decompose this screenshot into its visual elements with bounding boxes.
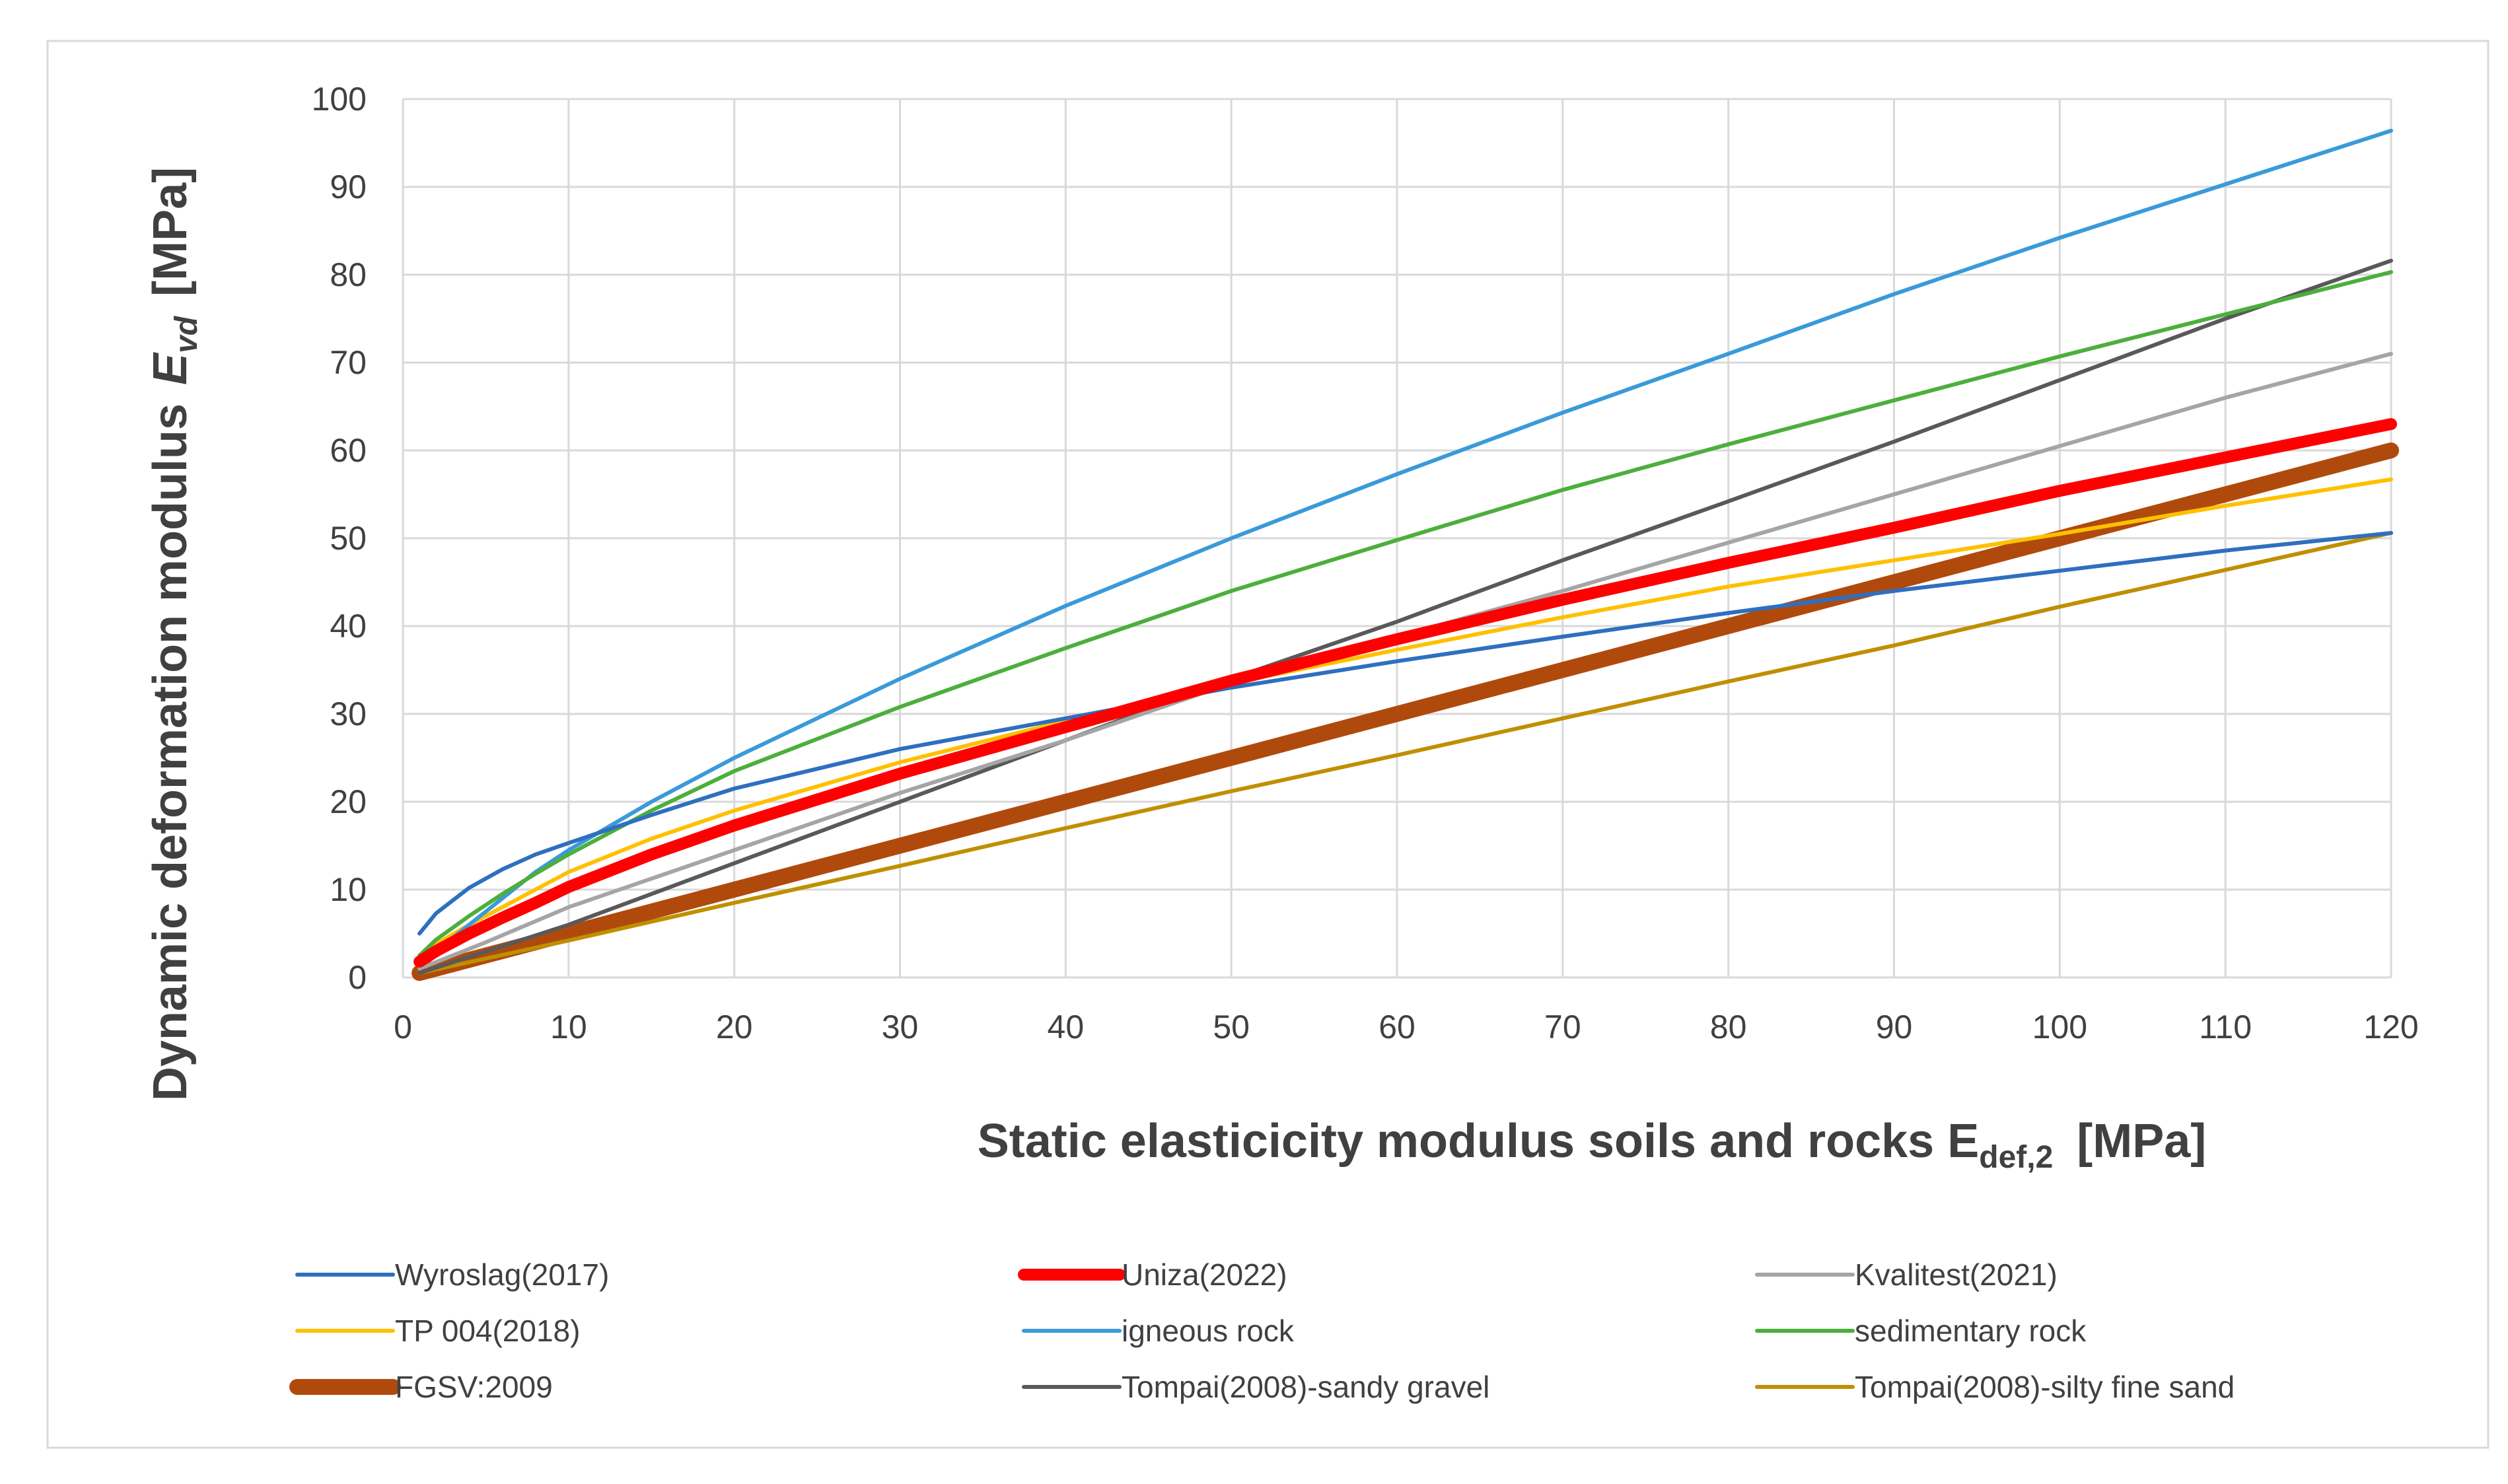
x-tick-label: 120 <box>2363 1008 2418 1045</box>
x-axis-title-subscript: def,2 <box>1979 1140 2053 1175</box>
legend-label: FGSV:2009 <box>395 1370 553 1404</box>
legend-label: Kvalitest(2021) <box>1855 1257 2058 1292</box>
x-tick-label: 20 <box>716 1008 753 1045</box>
y-axis-title-subscript: vd <box>169 315 204 353</box>
legend-item: Kvalitest(2021) <box>1755 1257 2058 1292</box>
x-tick-label: 80 <box>1710 1008 1747 1045</box>
legend: Wyroslag(2017) Uniza(2022) Kvalitest(2021)… <box>289 1257 2235 1404</box>
series-line-igneous-rock <box>417 128 2393 966</box>
y-tick-label: 90 <box>330 168 367 205</box>
legend-item: FGSV:2009 <box>289 1370 553 1404</box>
y-tick-label: 30 <box>330 695 367 732</box>
x-axis-title: Static elasticicity modulus soils and ro… <box>978 1115 2207 1175</box>
x-tick-label: 60 <box>1379 1008 1415 1045</box>
series-line-tompai-2008-sandy-gravel <box>417 258 2393 975</box>
x-tick-label: 10 <box>550 1008 587 1045</box>
legend-item: Uniza(2022) <box>1018 1257 1287 1292</box>
x-tick-label: 70 <box>1544 1008 1581 1045</box>
y-axis-title-symbol: E <box>144 352 197 385</box>
y-tick-label: 40 <box>330 608 367 645</box>
legend-item: igneous rock <box>1022 1314 1295 1348</box>
y-tick-label: 70 <box>330 344 367 381</box>
x-tick-label: 110 <box>2199 1008 2252 1045</box>
legend-label: igneous rock <box>1122 1314 1295 1348</box>
legend-item: Tompai(2008)-silty fine sand <box>1755 1370 2235 1404</box>
y-tick-label: 60 <box>330 432 367 469</box>
series-line-tp-004-2018 <box>417 477 2393 958</box>
legend-item: Tompai(2008)-sandy gravel <box>1022 1370 1489 1404</box>
legend-label: Wyroslag(2017) <box>395 1257 609 1292</box>
tick-labels: 0 10 20 30 40 50 60 70 80 90 100 110 120 0 10 20 30 40 50 6… <box>312 81 2419 1045</box>
legend-label: Tompai(2008)-sandy gravel <box>1122 1370 1489 1404</box>
x-tick-label: 30 <box>882 1008 919 1045</box>
y-tick-label: 10 <box>330 871 367 908</box>
y-tick-label: 50 <box>330 520 367 557</box>
y-axis-title-main: Dynamic deformation modulus <box>144 404 197 1101</box>
legend-label: sedimentary rock <box>1855 1314 2087 1348</box>
y-tick-label: 100 <box>312 81 367 118</box>
y-tick-label: 80 <box>330 256 367 293</box>
y-axis-title: Dynamic deformation modulus Evd [MPa] <box>144 167 204 1101</box>
x-tick-label: 40 <box>1048 1008 1085 1045</box>
x-tick-label: 100 <box>2032 1008 2087 1045</box>
x-tick-label: 50 <box>1213 1008 1250 1045</box>
legend-label: Tompai(2008)-silty fine sand <box>1855 1370 2235 1404</box>
series-line-uniza-2022 <box>413 418 2397 968</box>
y-axis-title-unit: [MPa] <box>144 167 197 297</box>
series-line-fgsv-2009 <box>412 442 2399 981</box>
legend-label: Uniza(2022) <box>1122 1257 1287 1292</box>
x-axis-title-unit: [MPa] <box>2077 1115 2206 1168</box>
legend-item: Wyroslag(2017) <box>295 1257 609 1292</box>
legend-item: sedimentary rock <box>1755 1314 2087 1348</box>
series-line-wyroslag-2017 <box>417 531 2393 936</box>
y-tick-label: 0 <box>348 959 367 996</box>
y-tick-label: 20 <box>330 783 367 820</box>
legend-item: TP 004(2018) <box>295 1314 580 1348</box>
legend-label: TP 004(2018) <box>395 1314 580 1348</box>
x-axis-title-main: Static elasticicity modulus soils and ro… <box>978 1115 1980 1168</box>
series-line-sedimentary-rock <box>417 270 2393 958</box>
series-line-tompai-2008-silty-fine-sand <box>417 531 2393 975</box>
x-tick-label: 0 <box>394 1008 412 1045</box>
plot-series <box>412 128 2399 981</box>
x-tick-label: 90 <box>1876 1008 1913 1045</box>
